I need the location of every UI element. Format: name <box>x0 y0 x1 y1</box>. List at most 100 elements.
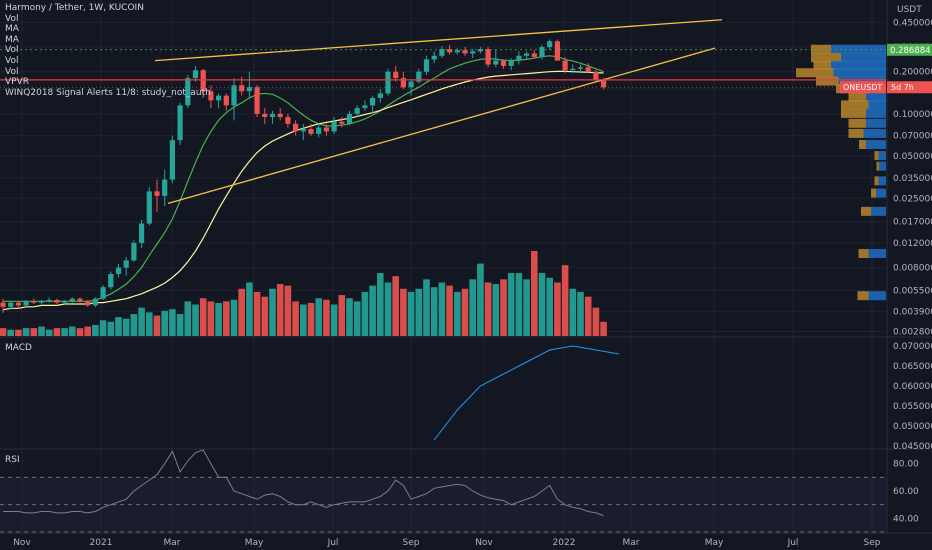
volume-bar <box>192 304 199 336</box>
volume-bar <box>199 298 207 336</box>
vpvr-row-up <box>831 60 886 70</box>
candle-body <box>339 121 345 124</box>
rsi-label[interactable]: RSI <box>5 455 20 465</box>
candle-body <box>593 71 599 80</box>
volume-bar <box>438 282 446 336</box>
volume-bar <box>223 301 230 336</box>
candle-body <box>100 287 106 299</box>
price-tick-label: 0.012000 <box>893 239 932 249</box>
candle-body <box>231 85 237 106</box>
volume-bar <box>523 279 530 336</box>
vpvr-row-up <box>866 108 886 118</box>
rsi-tick-label: 60.00 <box>893 487 919 497</box>
price-tick-label: 0.200000 <box>893 68 932 78</box>
candle-body <box>123 260 129 268</box>
candle-body <box>331 121 337 132</box>
upper-trendline <box>154 19 723 62</box>
candle-body <box>577 67 584 69</box>
volume-bar <box>246 282 253 336</box>
volume-bar <box>22 328 30 336</box>
vpvr-row-down <box>859 139 866 149</box>
vpvr-row-up <box>876 188 886 198</box>
candle-body <box>585 67 591 72</box>
price-tick-label: 0.002800 <box>893 327 932 337</box>
volume-bar <box>53 328 61 336</box>
vpvr-row-up <box>831 44 886 54</box>
time-tick-label: Nov <box>475 538 493 548</box>
symbol-title[interactable]: Harmony / Tether, 1W, KUCOIN <box>5 3 144 13</box>
indicator-vol[interactable]: Vol <box>5 45 19 56</box>
volume-bar <box>538 273 546 336</box>
trendlines <box>0 19 886 204</box>
volume-bar <box>461 288 469 336</box>
macd-tick-label: 0.065000 <box>893 362 932 372</box>
volume-bar <box>353 301 361 336</box>
vpvr-row-down <box>813 60 831 70</box>
candle-body <box>377 93 383 98</box>
currency-label: USDT <box>897 5 922 15</box>
macd-tick-label: 0.050000 <box>893 422 932 432</box>
vpvr-row-down <box>848 118 866 128</box>
price-tick-label: 0.035000 <box>893 174 932 184</box>
volume-bar <box>584 296 592 336</box>
volume-bar <box>169 309 176 336</box>
volume-bar <box>122 318 130 336</box>
candle-body <box>293 123 299 132</box>
volume-bar <box>531 251 538 336</box>
price-tick-label: 0.025000 <box>893 194 932 204</box>
vpvr-row-down <box>848 128 864 138</box>
volume-bar <box>484 282 492 336</box>
vpvr-row-down <box>858 249 869 259</box>
candle-body <box>423 59 430 72</box>
volume-bar <box>84 326 91 336</box>
candle-body <box>300 129 306 132</box>
time-axis[interactable]: Nov 2021 Mar May Jul Sep Nov 2022 Mar May Jul Sep <box>13 538 881 548</box>
volume-bar <box>346 298 353 336</box>
countdown-tag-text: 5d 7h <box>891 83 914 92</box>
time-tick-label: 2021 <box>90 538 113 548</box>
volume-bar <box>307 302 315 336</box>
volume-bar <box>238 288 245 336</box>
candle-body <box>169 140 175 180</box>
vpvr-row-up <box>868 100 886 110</box>
volume-bar <box>600 321 607 336</box>
candle-body <box>285 117 291 124</box>
volume-bar <box>592 307 600 336</box>
symbol-tag <box>840 81 886 94</box>
rsi-pane: 80.00 60.00 40.00 <box>0 449 919 533</box>
candle-body <box>92 298 98 306</box>
vpvr-row-down <box>848 92 866 102</box>
vpvr-row-down <box>874 151 879 161</box>
volume-bar <box>38 326 45 336</box>
price-tags: 0.286884 ONEUSDT 5d 7h <box>840 43 932 94</box>
indicator-vpvr[interactable]: VPVR <box>5 77 29 88</box>
price-tick-label: 0.100000 <box>893 110 932 120</box>
symbol-tag-text: ONEUSDT <box>843 83 882 92</box>
vpvr-row-down <box>816 76 839 86</box>
time-tick-label: Jul <box>327 538 339 548</box>
volume-bar <box>184 301 192 336</box>
indicator-vol[interactable]: Vol <box>5 66 19 77</box>
volume-bar <box>561 265 569 336</box>
vpvr-row-down <box>857 291 869 301</box>
volume-bar <box>99 320 107 336</box>
candle-body <box>385 71 391 94</box>
volume-bar <box>176 313 184 336</box>
macd-label[interactable]: MACD <box>5 343 32 353</box>
volume-bar <box>430 287 438 336</box>
time-tick-label: Jul <box>787 538 799 548</box>
volume-bar <box>454 291 461 336</box>
volume-bar <box>15 329 22 336</box>
indicator-winq[interactable]: WINQ2018 Signal Alerts 11/8: study_not_a… <box>5 87 211 98</box>
candle-body <box>277 113 283 118</box>
candle-body <box>454 50 460 53</box>
indicator-vol[interactable]: Vol <box>5 13 19 24</box>
price-tick-label: 0.450000 <box>893 18 932 28</box>
candle-body <box>500 60 507 66</box>
candle-body <box>400 78 406 88</box>
indicator-vol[interactable]: Vol <box>5 55 19 66</box>
indicator-ma[interactable]: MA <box>5 24 19 35</box>
indicator-ma[interactable]: MA <box>5 34 19 45</box>
volume-bar <box>269 288 276 336</box>
